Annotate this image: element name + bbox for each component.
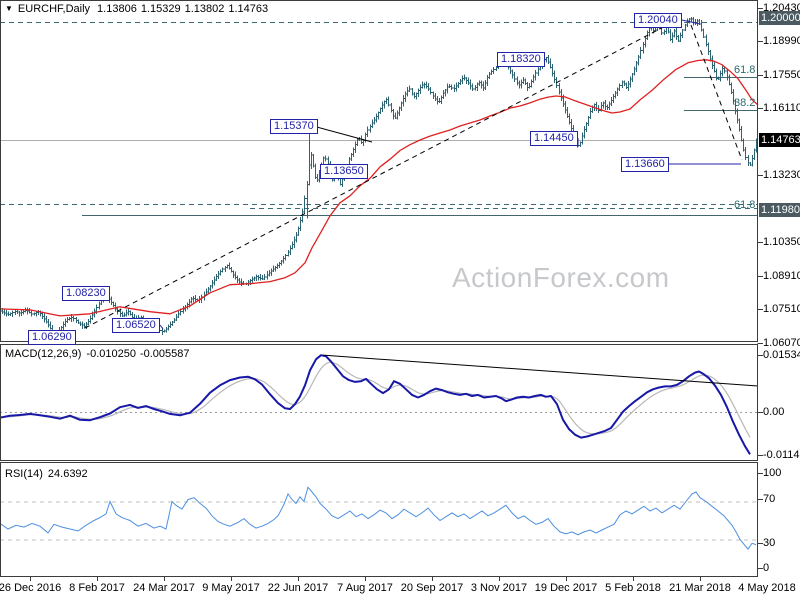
watermark: ActionForex.com xyxy=(452,262,670,293)
